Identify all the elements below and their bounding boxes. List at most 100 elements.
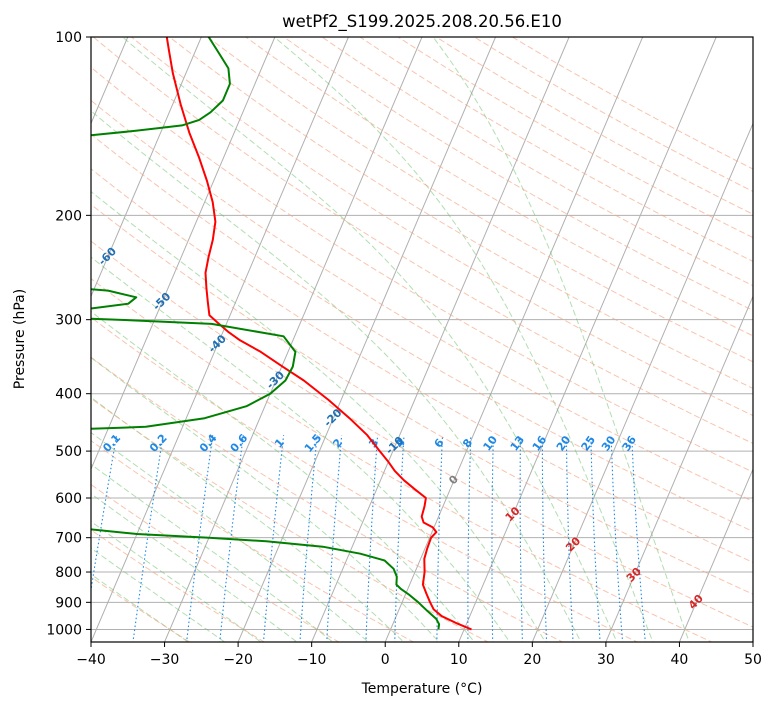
y-axis-ticks: 100 200 300 400 500 600 700 800 900 1000 (46, 30, 91, 638)
y-tick-label: 900 (55, 595, 82, 611)
mixing-ratio-label: 10 (481, 433, 501, 453)
plot-frame (90, 36, 754, 643)
mixing-ratio-line (394, 435, 405, 642)
y-tick-label: 200 (55, 208, 82, 224)
mixing-ratio-label: 25 (579, 433, 598, 453)
isotherm-line (91, 37, 349, 642)
x-tick-label: −10 (297, 652, 327, 668)
adiabat-label: 10 (503, 504, 523, 524)
x-axis-label: Temperature (°C) (361, 681, 483, 697)
mixing-ratio-label: 30 (599, 433, 619, 453)
moist-adiabat-line (91, 310, 475, 642)
sounding-profiles (91, 37, 472, 631)
y-tick-label: 300 (55, 313, 82, 329)
dry-adiabat-line (91, 66, 753, 473)
mixing-ratio-line (365, 435, 379, 642)
y-tick-label: 800 (55, 565, 82, 581)
x-tick-label: 10 (450, 652, 468, 668)
dry-adiabat-line (91, 203, 753, 595)
y-tick-label: 700 (55, 531, 82, 547)
isotherm-line (384, 37, 644, 642)
moist-adiabat-line (273, 37, 654, 642)
adiabat-label: -80 (0, 154, 11, 177)
mixing-ratio-line (610, 435, 624, 642)
isotherm-line (752, 640, 753, 642)
mixing-ratio-label: 1 (272, 436, 287, 450)
dry-adiabat-line (282, 37, 753, 312)
dry-adiabat-line (168, 37, 753, 389)
mixing-ratio-line (219, 435, 244, 642)
isotherm-line (237, 37, 497, 642)
chart-title: wetPf2_S199.2025.208.20.56.E10 (282, 12, 562, 32)
x-tick-label: 30 (597, 652, 615, 668)
y-tick-label: 1000 (46, 622, 82, 638)
dry-adiabat-line (321, 37, 753, 287)
mixing-ratio-label: 6 (432, 436, 447, 450)
moist-adiabat-line (91, 356, 440, 642)
x-tick-label: 0 (381, 652, 390, 668)
dry-adiabat-line (91, 356, 564, 642)
profile-line (91, 288, 441, 630)
skewed-isotherms (91, 37, 753, 642)
dry-adiabat-line (206, 37, 753, 363)
isotherm-line (605, 295, 753, 642)
y-axis-label: Pressure (hPa) (12, 289, 28, 389)
x-tick-label: −20 (223, 652, 253, 668)
dry-adiabat-line (92, 37, 753, 444)
dry-adiabat-line (91, 278, 713, 642)
x-tick-label: −40 (76, 652, 106, 668)
moist-adiabat-line (91, 396, 405, 642)
dry-adiabat-line (511, 37, 753, 170)
y-tick-label: 600 (55, 491, 82, 507)
moist-adiabat-line (432, 37, 690, 642)
plot-area: 0.10.20.40.611.52346810131620253036-100-… (0, 37, 753, 642)
isotherm-line (164, 37, 423, 642)
profile-line (91, 37, 231, 137)
isotherm-line (531, 122, 753, 642)
mixing-ratio-label: 36 (620, 433, 640, 453)
dry-adiabat-line (91, 99, 753, 502)
mixing-ratio-line (541, 435, 548, 642)
dry-adiabat-line (91, 240, 753, 628)
adiabat-label: 40 (686, 592, 706, 612)
adiabat-label: 30 (624, 565, 644, 585)
adiabat-label: 0 (446, 472, 461, 487)
y-tick-label: 400 (55, 387, 82, 403)
moist-adiabat-line (91, 431, 370, 642)
adiabat-label: -50 (150, 290, 173, 313)
dry-adiabat-line (91, 440, 415, 642)
dry-adiabat-line (244, 37, 753, 337)
profile-line (165, 37, 472, 631)
mixing-ratio-lines (91, 435, 646, 642)
x-tick-label: −30 (150, 652, 180, 668)
dry-adiabat-line (130, 37, 753, 417)
mixing-ratio-line (326, 435, 343, 642)
moist-adiabat-line (91, 256, 511, 642)
moist-adiabat-line (91, 547, 226, 642)
moist-adiabat-line (91, 463, 334, 642)
dry-adiabat-line (435, 37, 753, 215)
isotherm-line (458, 37, 717, 642)
mixing-ratio-label: 20 (554, 433, 574, 453)
dry-adiabat-line (91, 529, 266, 642)
isotherm-line (91, 37, 202, 298)
moist-adiabat-line (91, 520, 262, 642)
mixing-ratio-line (91, 435, 118, 594)
dry-adiabat-line (91, 483, 340, 642)
x-tick-label: 40 (671, 652, 689, 668)
mixing-ratio-label: 13 (508, 433, 528, 453)
mixing-ratio-line (590, 435, 601, 642)
dry-adiabat-line (91, 316, 639, 642)
mixing-ratio-line (519, 435, 524, 642)
moist-adiabats (91, 37, 690, 642)
dry-adiabat-line (473, 37, 753, 193)
adiabat-label: -20 (321, 406, 344, 429)
y-tick-label: 100 (55, 30, 82, 46)
mixing-ratio-line (467, 435, 472, 642)
mixing-ratio-line (491, 435, 494, 642)
isotherm-line (91, 37, 276, 471)
mixing-ratio-line (299, 435, 318, 642)
mixing-ratio-line (631, 435, 646, 642)
mixing-ratio-line (565, 435, 574, 642)
